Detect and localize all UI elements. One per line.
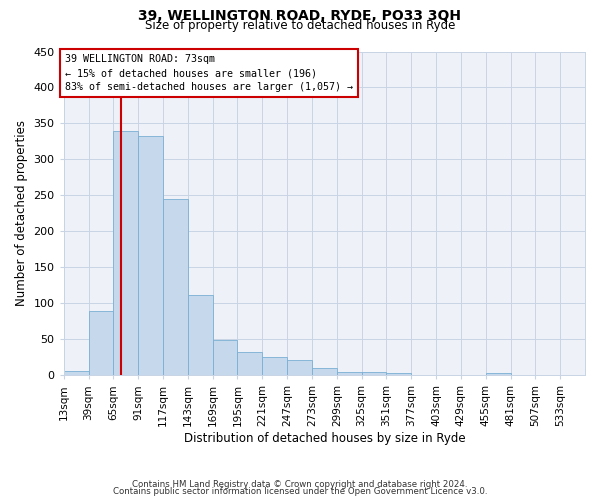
Text: Size of property relative to detached houses in Ryde: Size of property relative to detached ho… <box>145 19 455 32</box>
Bar <box>163 199 188 376</box>
Bar <box>386 373 411 376</box>
Text: Contains public sector information licensed under the Open Government Licence v3: Contains public sector information licen… <box>113 488 487 496</box>
Text: 39, WELLINGTON ROAD, RYDE, PO33 3QH: 39, WELLINGTON ROAD, RYDE, PO33 3QH <box>139 9 461 23</box>
X-axis label: Distribution of detached houses by size in Ryde: Distribution of detached houses by size … <box>184 432 465 445</box>
Bar <box>262 358 287 376</box>
Bar <box>113 130 138 376</box>
Bar <box>560 374 585 376</box>
Bar <box>238 352 262 376</box>
Bar <box>89 310 113 376</box>
Bar <box>337 372 362 376</box>
Bar <box>486 373 511 376</box>
Bar <box>64 371 89 376</box>
Bar <box>138 136 163 376</box>
Y-axis label: Number of detached properties: Number of detached properties <box>15 120 28 306</box>
Bar <box>188 296 212 376</box>
Bar <box>287 360 312 376</box>
Bar <box>312 368 337 376</box>
Bar <box>362 372 386 376</box>
Bar <box>212 340 238 376</box>
Text: 39 WELLINGTON ROAD: 73sqm
← 15% of detached houses are smaller (196)
83% of semi: 39 WELLINGTON ROAD: 73sqm ← 15% of detac… <box>65 54 353 92</box>
Bar <box>411 374 436 376</box>
Text: Contains HM Land Registry data © Crown copyright and database right 2024.: Contains HM Land Registry data © Crown c… <box>132 480 468 489</box>
